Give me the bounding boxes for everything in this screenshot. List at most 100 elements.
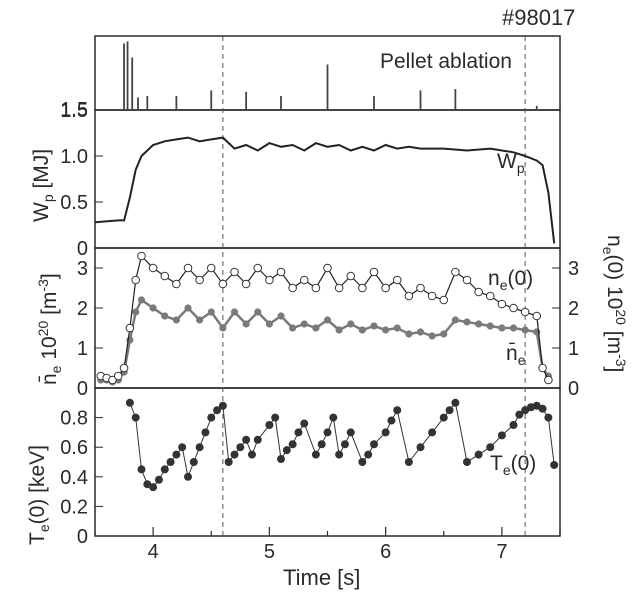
- te-point: [329, 413, 338, 422]
- ne-bar-point: [219, 324, 227, 332]
- density-panel: n̄e 1020 [m-3] ne(0) 1020 [m-3]: [35, 235, 629, 389]
- pellet-ablation-annotation: Pellet ablation: [380, 50, 512, 73]
- pellet-y-tick-label: 1.5: [60, 99, 88, 121]
- ne-bar-point: [463, 318, 471, 326]
- wp-y-tick-label: 1.0: [60, 146, 88, 168]
- ne0-point: [334, 283, 344, 293]
- te-point: [247, 450, 256, 459]
- te-point: [451, 398, 460, 407]
- ne-bar-point: [451, 316, 459, 324]
- te-point: [515, 410, 524, 419]
- ne0-point: [119, 363, 129, 373]
- te-point: [154, 475, 163, 484]
- density-right-tick-label: 3: [568, 258, 579, 280]
- te-point: [393, 406, 402, 415]
- te-point: [439, 413, 448, 422]
- te-point: [340, 440, 349, 449]
- te-point: [364, 450, 373, 459]
- te-point: [201, 428, 210, 437]
- ne-bar-point: [416, 328, 425, 336]
- ne0-point: [131, 275, 140, 285]
- wp-series-line: [94, 136, 556, 244]
- te-point: [166, 458, 175, 466]
- te-point: [474, 450, 483, 459]
- density-y-tick-label: 2: [77, 298, 88, 320]
- ne-bar-point: [347, 320, 355, 328]
- te-point: [282, 446, 291, 455]
- time-axis: 4 5 6 7: [94, 527, 561, 563]
- ne-bar-point: [289, 324, 297, 332]
- ne-bar-point: [475, 320, 483, 328]
- ne-bar-point: [498, 324, 506, 332]
- ne0-point: [148, 263, 158, 273]
- ne0-point: [404, 291, 414, 301]
- ne-bar-point: [428, 332, 436, 340]
- te-point: [486, 443, 495, 452]
- ne0-point: [392, 275, 402, 285]
- ne-bar-point: [196, 316, 204, 324]
- ne0-point: [311, 283, 321, 293]
- ne0-point: [265, 275, 274, 285]
- ne-bar-series-line: [100, 298, 550, 384]
- ne-bar-point: [184, 304, 192, 312]
- te-point: [416, 443, 425, 452]
- te-y-tick-label: 0: [77, 526, 88, 548]
- te-axis-label: Te(0) [keV]: [26, 445, 52, 545]
- ne-bar-point: [405, 330, 413, 338]
- ne-bar-point: [370, 322, 378, 330]
- te-point: [404, 458, 413, 466]
- density-left-axis-label: n̄e 1020 [m-3]: [35, 273, 64, 385]
- te-point: [294, 428, 303, 437]
- wp-y-tick-label: 1.5: [60, 100, 88, 122]
- wp-y-tick-label: 0: [77, 238, 88, 260]
- te-point: [189, 458, 198, 466]
- ne-bar-point: [335, 326, 343, 334]
- te-point: [213, 406, 222, 415]
- ne-bar-point: [132, 308, 140, 316]
- te-point: [137, 465, 146, 474]
- ne0-point: [509, 303, 518, 313]
- te-point: [277, 455, 285, 464]
- te-point: [160, 465, 169, 474]
- te-point: [317, 440, 326, 449]
- ne-bar-point: [521, 326, 529, 334]
- ne0-point: [218, 279, 228, 289]
- ne-bar-point: [382, 326, 390, 334]
- te-point: [288, 440, 297, 449]
- ne-bar-point: [265, 320, 273, 328]
- te-point: [195, 443, 204, 452]
- te-point: [230, 450, 239, 459]
- ne-bar-point: [137, 296, 146, 304]
- x-tick-label: 4: [148, 541, 159, 563]
- ne0-point: [323, 263, 332, 273]
- wp-panel-frame: [94, 109, 561, 249]
- ne-bar-point: [509, 324, 518, 332]
- te-point: [538, 404, 547, 413]
- ne0-point: [369, 267, 379, 277]
- te-point: [300, 419, 309, 428]
- ne-bar-point: [486, 322, 494, 330]
- ne0-point: [160, 271, 170, 281]
- ne0-point: [462, 275, 472, 285]
- ne0-point: [113, 371, 123, 381]
- ne0-point: [299, 275, 309, 285]
- te-point: [236, 443, 245, 452]
- ne0-point: [520, 307, 530, 317]
- te-y-tick-label: 0.8: [60, 408, 88, 430]
- te-point: [131, 413, 140, 422]
- te-point: [265, 421, 274, 429]
- ne0-point: [172, 279, 181, 289]
- density-right-tick-label: 2: [568, 298, 579, 320]
- ne0-point: [346, 271, 356, 281]
- te-point: [335, 450, 344, 459]
- te-point: [381, 428, 390, 437]
- te-point: [125, 398, 134, 407]
- te-point: [178, 443, 187, 452]
- te-y-tick-label: 0.4: [60, 467, 88, 489]
- ne-bar-point: [172, 316, 180, 324]
- te-point: [544, 413, 553, 422]
- te-point: [184, 472, 192, 481]
- te-point: [370, 440, 378, 449]
- te-point: [387, 416, 396, 425]
